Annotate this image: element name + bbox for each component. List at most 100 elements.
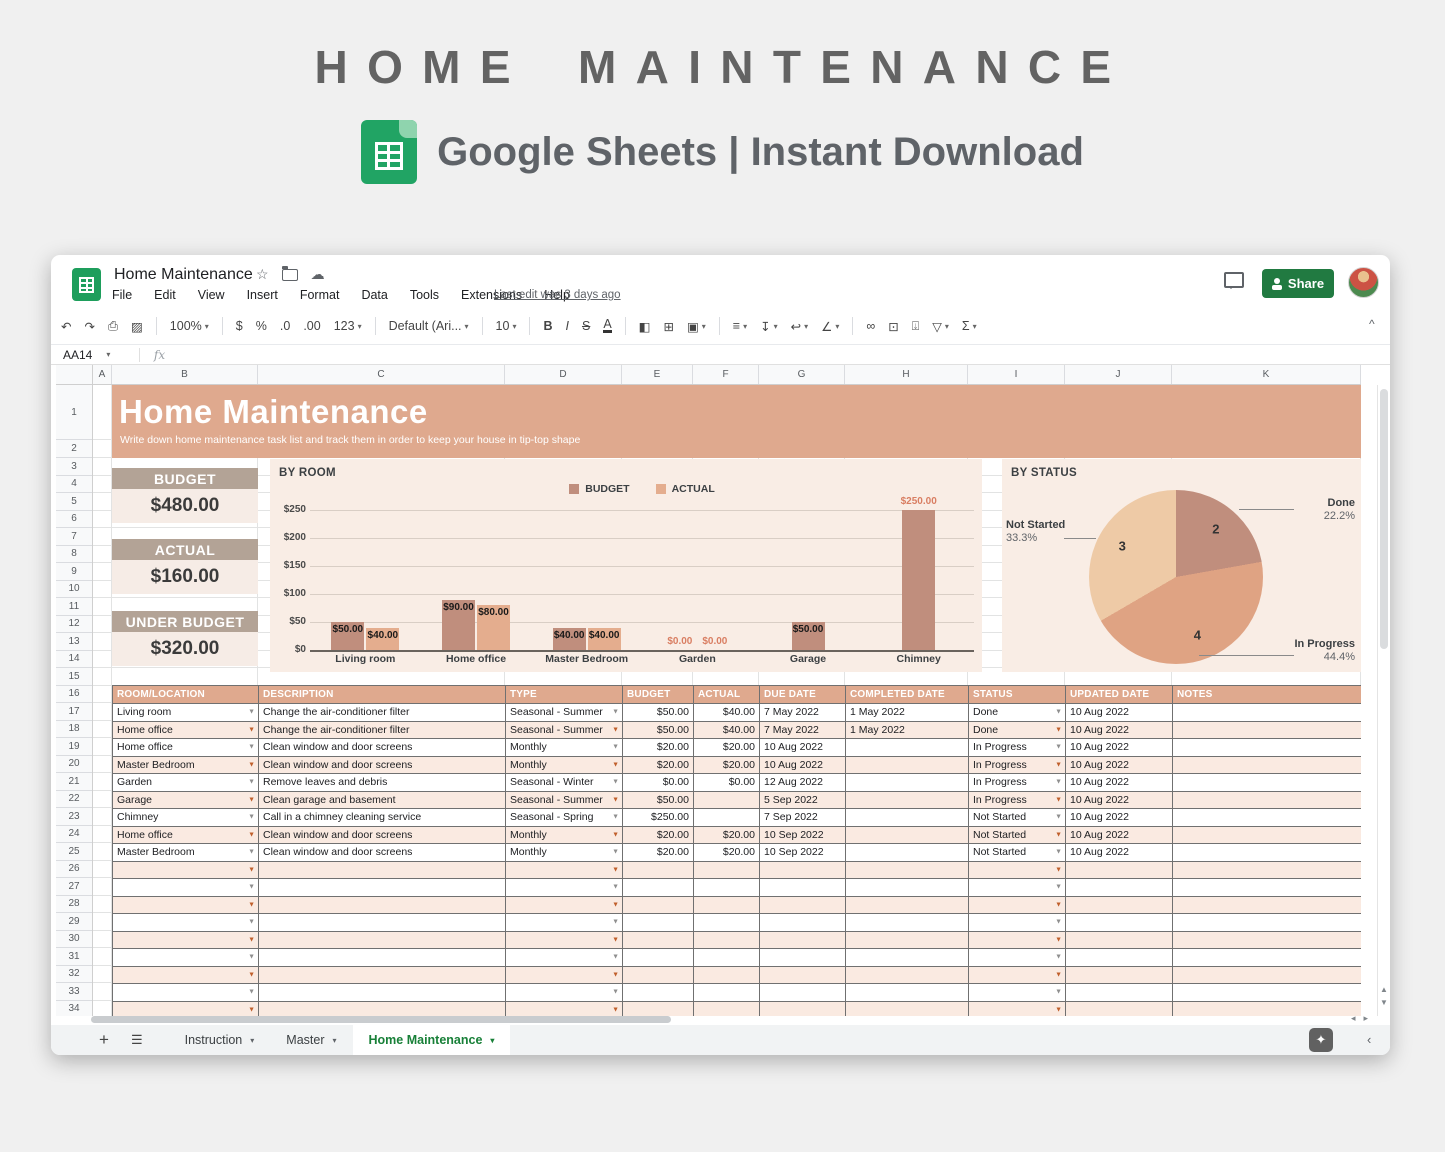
- cell[interactable]: $20.00: [622, 825, 694, 844]
- cell[interactable]: Not Started ▼: [968, 808, 1066, 827]
- cell[interactable]: Done ▼: [968, 720, 1066, 739]
- column-header-B[interactable]: B: [112, 365, 258, 384]
- redo-icon[interactable]: ↷: [84, 319, 94, 334]
- cell[interactable]: [1065, 930, 1173, 949]
- text-rotation-icon[interactable]: ∠ ▾: [821, 319, 839, 334]
- cell[interactable]: 10 Aug 2022: [1065, 720, 1173, 739]
- cell[interactable]: [1172, 755, 1361, 774]
- dropdown-arrow-icon[interactable]: ▼: [248, 901, 255, 909]
- cell[interactable]: $20.00: [622, 738, 694, 757]
- row-header-17[interactable]: 17: [56, 703, 92, 721]
- cell[interactable]: Monthly ▼: [505, 825, 623, 844]
- dropdown-arrow-icon[interactable]: ▼: [612, 883, 619, 891]
- bar-budget[interactable]: $40.00: [552, 627, 586, 650]
- cell[interactable]: [1172, 843, 1361, 862]
- cell[interactable]: [1172, 738, 1361, 757]
- cell[interactable]: [845, 948, 969, 967]
- cell[interactable]: $20.00: [693, 755, 760, 774]
- row-header-11[interactable]: 11: [56, 598, 92, 616]
- cell[interactable]: [1065, 1000, 1173, 1016]
- italic-icon[interactable]: I: [565, 319, 568, 333]
- merge-cells-icon[interactable]: ▣ ▾: [687, 319, 706, 334]
- dropdown-arrow-icon[interactable]: ▼: [248, 813, 255, 821]
- cell[interactable]: [693, 965, 760, 984]
- menu-data[interactable]: Data: [361, 288, 388, 302]
- cell[interactable]: [845, 895, 969, 914]
- cell[interactable]: Monthly ▼: [505, 738, 623, 757]
- dropdown-arrow-icon[interactable]: ▼: [1055, 918, 1062, 926]
- cell[interactable]: ▼: [112, 983, 259, 1002]
- cell[interactable]: 10 Aug 2022: [1065, 773, 1173, 792]
- share-button[interactable]: Share: [1262, 269, 1334, 298]
- bar-budget[interactable]: $50.00: [791, 622, 825, 650]
- cell[interactable]: $50.00: [622, 720, 694, 739]
- cell[interactable]: 10 Aug 2022: [759, 755, 846, 774]
- row-header-10[interactable]: 10: [56, 581, 92, 598]
- cell[interactable]: 10 Aug 2022: [1065, 790, 1173, 809]
- row-header-20[interactable]: 20: [56, 756, 92, 773]
- cell[interactable]: Done ▼: [968, 703, 1066, 722]
- cell[interactable]: ▼: [968, 913, 1066, 932]
- cell[interactable]: In Progress ▼: [968, 755, 1066, 774]
- cell[interactable]: [1065, 913, 1173, 932]
- cell[interactable]: 1 May 2022: [845, 720, 969, 739]
- dropdown-arrow-icon[interactable]: ▼: [1055, 726, 1062, 734]
- cell[interactable]: $40.00: [693, 720, 760, 739]
- cell[interactable]: [1065, 948, 1173, 967]
- row-header-30[interactable]: 30: [56, 931, 92, 948]
- dropdown-arrow-icon[interactable]: ▼: [248, 936, 255, 944]
- cell[interactable]: 10 Aug 2022: [1065, 755, 1173, 774]
- cell[interactable]: [759, 878, 846, 897]
- cell[interactable]: [1172, 895, 1361, 914]
- dropdown-arrow-icon[interactable]: ▼: [1055, 1006, 1062, 1014]
- dropdown-arrow-icon[interactable]: ▼: [612, 778, 619, 786]
- dropdown-arrow-icon[interactable]: ▼: [1055, 813, 1062, 821]
- cell[interactable]: [1172, 930, 1361, 949]
- cell[interactable]: [845, 773, 969, 792]
- cell[interactable]: [845, 860, 969, 879]
- cloud-saved-icon[interactable]: ☁: [310, 266, 325, 282]
- row-header-23[interactable]: 23: [56, 808, 92, 826]
- cell[interactable]: ▼: [112, 895, 259, 914]
- row-header-18[interactable]: 18: [56, 721, 92, 738]
- column-header-C[interactable]: C: [258, 365, 505, 384]
- cell[interactable]: [845, 983, 969, 1002]
- cell[interactable]: [1172, 773, 1361, 792]
- sheet-tab-instruction[interactable]: Instruction ▾: [169, 1025, 271, 1055]
- dropdown-arrow-icon[interactable]: ▼: [612, 831, 619, 839]
- cell[interactable]: [258, 1000, 506, 1016]
- row-header-24[interactable]: 24: [56, 826, 92, 843]
- menu-edit[interactable]: Edit: [154, 288, 176, 302]
- cell[interactable]: ▼: [112, 965, 259, 984]
- cell[interactable]: [622, 983, 694, 1002]
- column-header-D[interactable]: D: [505, 365, 622, 384]
- row-header-28[interactable]: 28: [56, 896, 92, 913]
- bar-budget[interactable]: $50.00: [331, 622, 365, 650]
- cell[interactable]: ▼: [112, 913, 259, 932]
- print-icon[interactable]: ⎙: [108, 319, 118, 334]
- cell[interactable]: Monthly ▼: [505, 843, 623, 862]
- add-sheet-icon[interactable]: +: [99, 1030, 109, 1049]
- cell[interactable]: [845, 738, 969, 757]
- cell[interactable]: [759, 860, 846, 879]
- dropdown-arrow-icon[interactable]: ▼: [248, 866, 255, 874]
- sheet-tab-master[interactable]: Master ▾: [270, 1025, 352, 1055]
- cell[interactable]: Seasonal - Winter ▼: [505, 773, 623, 792]
- cell[interactable]: Monthly ▼: [505, 755, 623, 774]
- dropdown-arrow-icon[interactable]: ▼: [248, 796, 255, 804]
- cell[interactable]: [845, 755, 969, 774]
- dropdown-arrow-icon[interactable]: ▼: [1055, 988, 1062, 996]
- sheets-app-icon[interactable]: [72, 268, 101, 301]
- row-header-12[interactable]: 12: [56, 616, 92, 633]
- cell[interactable]: [1172, 913, 1361, 932]
- cell[interactable]: [258, 878, 506, 897]
- cell[interactable]: ▼: [112, 948, 259, 967]
- cell[interactable]: [258, 930, 506, 949]
- select-all-corner[interactable]: [56, 365, 93, 384]
- cell[interactable]: Clean window and door screens: [258, 843, 506, 862]
- cell[interactable]: [845, 825, 969, 844]
- text-wrap-icon[interactable]: ↩ ▾: [791, 319, 809, 334]
- cell[interactable]: $0.00: [693, 773, 760, 792]
- cell[interactable]: ▼: [968, 1000, 1066, 1016]
- cell[interactable]: ▼: [968, 983, 1066, 1002]
